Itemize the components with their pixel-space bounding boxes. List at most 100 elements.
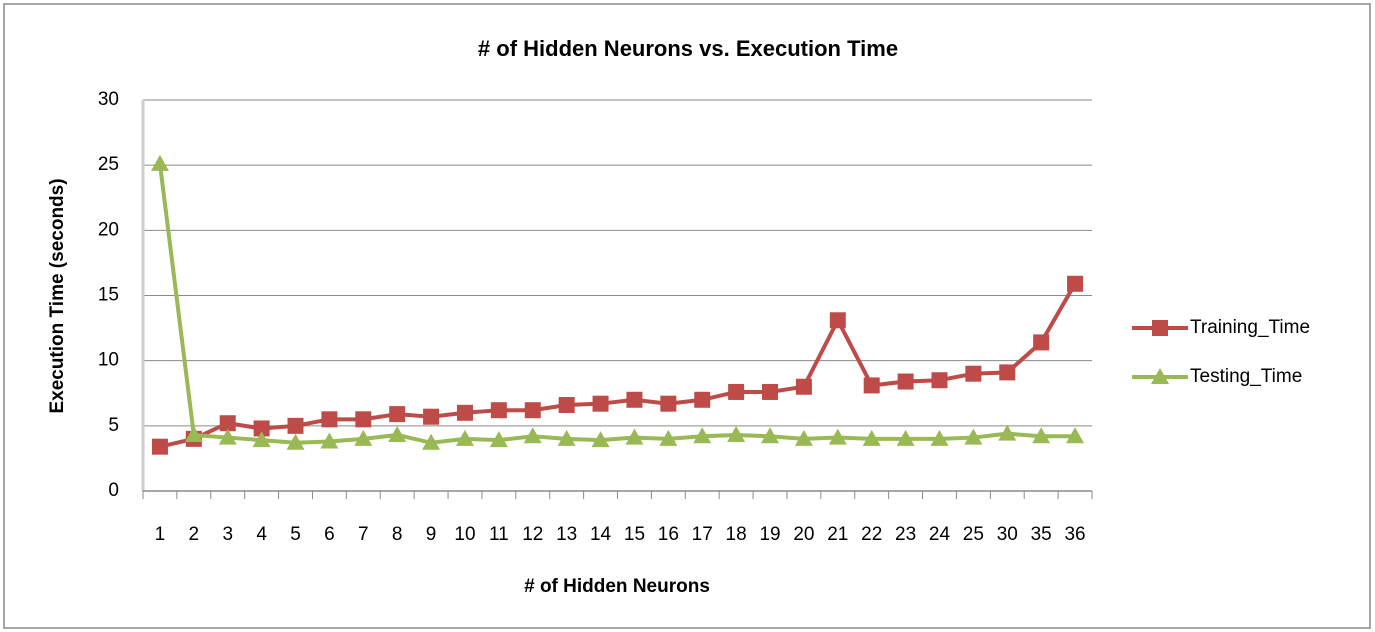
data-point	[184, 425, 203, 442]
data-point	[1066, 427, 1085, 444]
x-tick-label: 30	[997, 524, 1018, 545]
x-tick-label: 20	[793, 524, 814, 545]
data-point	[253, 420, 270, 437]
data-point	[626, 391, 643, 408]
legend-marker	[1151, 368, 1169, 384]
x-tick-label: 1	[155, 524, 166, 545]
legend-label: Training_Time	[1190, 317, 1310, 338]
data-point	[762, 383, 779, 400]
x-tick-label: 17	[692, 524, 713, 545]
x-tick-label: 13	[556, 524, 577, 545]
data-point	[965, 365, 982, 382]
y-tick-label: 15	[98, 285, 119, 306]
data-point	[456, 404, 473, 421]
legend-marker	[1152, 320, 1168, 336]
data-point	[794, 429, 813, 446]
y-tick-label: 0	[108, 480, 119, 501]
data-point	[355, 411, 372, 428]
data-point	[592, 395, 609, 412]
y-tick-label: 5	[108, 415, 119, 436]
x-tick-label: 15	[624, 524, 645, 545]
x-axis-label: # of Hidden Neurons	[524, 576, 710, 597]
chart-frame	[3, 3, 1371, 629]
data-point	[964, 428, 983, 445]
data-point	[422, 433, 441, 450]
data-point	[591, 431, 610, 448]
x-tick-label: 4	[256, 524, 267, 545]
data-point	[862, 429, 881, 446]
data-point	[218, 428, 237, 445]
data-point	[795, 378, 812, 395]
x-tick-label: 11	[489, 524, 509, 545]
data-point	[897, 373, 914, 390]
data-point	[489, 431, 508, 448]
data-point	[998, 424, 1017, 441]
y-tick-label: 20	[98, 219, 119, 240]
x-tick-label: 7	[358, 524, 369, 545]
x-tick-label: 5	[290, 524, 301, 545]
x-tick-label: 36	[1064, 524, 1085, 545]
data-point	[1032, 427, 1051, 444]
y-axis-label: Execution Time (seconds)	[47, 178, 68, 413]
x-tick-label: 12	[522, 524, 543, 545]
x-tick-label: 2	[189, 524, 200, 545]
data-point	[320, 432, 339, 449]
x-tick-label: 3	[222, 524, 233, 545]
data-point	[1067, 275, 1084, 292]
x-tick-label: 18	[726, 524, 747, 545]
data-point	[693, 427, 712, 444]
x-tick-label: 35	[1031, 524, 1052, 545]
x-tick-label: 10	[454, 524, 475, 545]
data-point	[828, 428, 847, 445]
data-point	[930, 429, 949, 446]
data-point	[727, 425, 746, 442]
x-tick-label: 8	[392, 524, 403, 545]
data-point	[999, 364, 1016, 381]
data-point	[558, 396, 575, 413]
data-point	[321, 411, 338, 428]
data-point	[728, 383, 745, 400]
y-tick-label: 30	[98, 89, 119, 110]
x-tick-label: 25	[963, 524, 984, 545]
data-point	[625, 428, 644, 445]
data-point	[389, 406, 406, 423]
data-point	[931, 372, 948, 389]
data-point	[1033, 334, 1050, 351]
data-point	[523, 427, 542, 444]
series-line	[157, 163, 1076, 445]
data-point	[659, 429, 678, 446]
data-point	[863, 377, 880, 394]
y-tick-label: 10	[98, 350, 119, 371]
x-tick-label: 16	[658, 524, 679, 545]
data-point	[423, 408, 440, 425]
x-tick-label: 21	[827, 524, 848, 545]
x-tick-label: 6	[324, 524, 335, 545]
legend-label: Testing_Time	[1190, 366, 1302, 387]
data-point	[524, 402, 541, 419]
data-point	[252, 431, 271, 448]
data-point	[286, 433, 305, 450]
x-tick-label: 22	[861, 524, 882, 545]
data-point	[388, 425, 407, 442]
data-point	[287, 417, 304, 434]
data-point	[694, 391, 711, 408]
x-tick-label: 23	[895, 524, 916, 545]
x-tick-label: 14	[590, 524, 612, 545]
data-point	[660, 395, 677, 412]
data-point	[354, 429, 373, 446]
x-tick-label: 19	[759, 524, 780, 545]
x-tick-label: 24	[929, 524, 951, 545]
data-point	[455, 429, 474, 446]
series-line	[159, 282, 1077, 449]
data-point	[150, 154, 169, 171]
x-tick-label: 9	[426, 524, 437, 545]
data-point	[896, 429, 915, 446]
data-point	[761, 427, 780, 444]
data-point	[219, 415, 236, 432]
y-tick-label: 25	[98, 154, 119, 175]
chart-title: # of Hidden Neurons vs. Execution Time	[478, 36, 898, 61]
data-point	[829, 312, 846, 329]
data-point	[151, 438, 168, 455]
data-point	[490, 402, 507, 419]
